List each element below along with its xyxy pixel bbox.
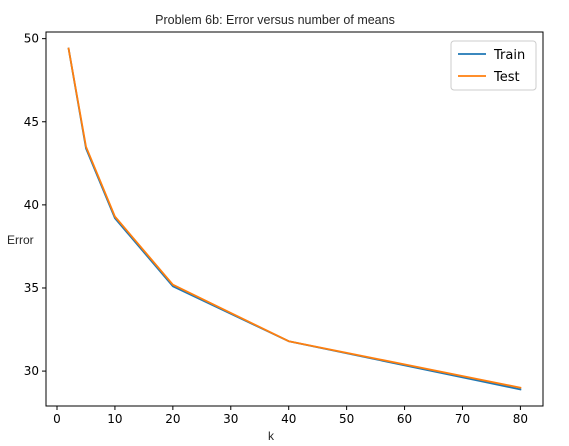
chart-title: Problem 6b: Error versus number of means [155,13,395,27]
series-line-test [67,47,522,389]
x-tick-label: 10 [107,412,122,426]
x-tick-label: 60 [397,412,412,426]
y-axis-ticks: 30 35 40 45 50 [24,32,46,378]
x-tick-label: 70 [455,412,470,426]
x-axis-ticks: 0 10 20 30 40 50 60 70 80 [53,406,528,426]
y-tick-label: 50 [24,32,39,46]
series-line-train [67,47,522,391]
y-tick-label: 45 [24,115,39,129]
legend-label-test: Test [493,70,520,85]
series-lines [67,47,522,391]
x-tick-label: 40 [281,412,296,426]
x-axis-label: k [268,429,275,443]
y-tick-label: 40 [24,198,39,212]
y-tick-label: 30 [24,364,39,378]
x-tick-label: 50 [339,412,354,426]
legend: Train Test [450,40,537,91]
x-tick-label: 20 [165,412,180,426]
x-tick-label: 30 [223,412,238,426]
plot-area [45,31,544,407]
plot-frame [45,31,544,407]
x-tick-label: 0 [53,412,61,426]
y-axis-label: Error [7,233,34,247]
legend-label-train: Train [493,48,525,63]
y-tick-label: 35 [24,281,39,295]
x-tick-label: 80 [513,412,528,426]
